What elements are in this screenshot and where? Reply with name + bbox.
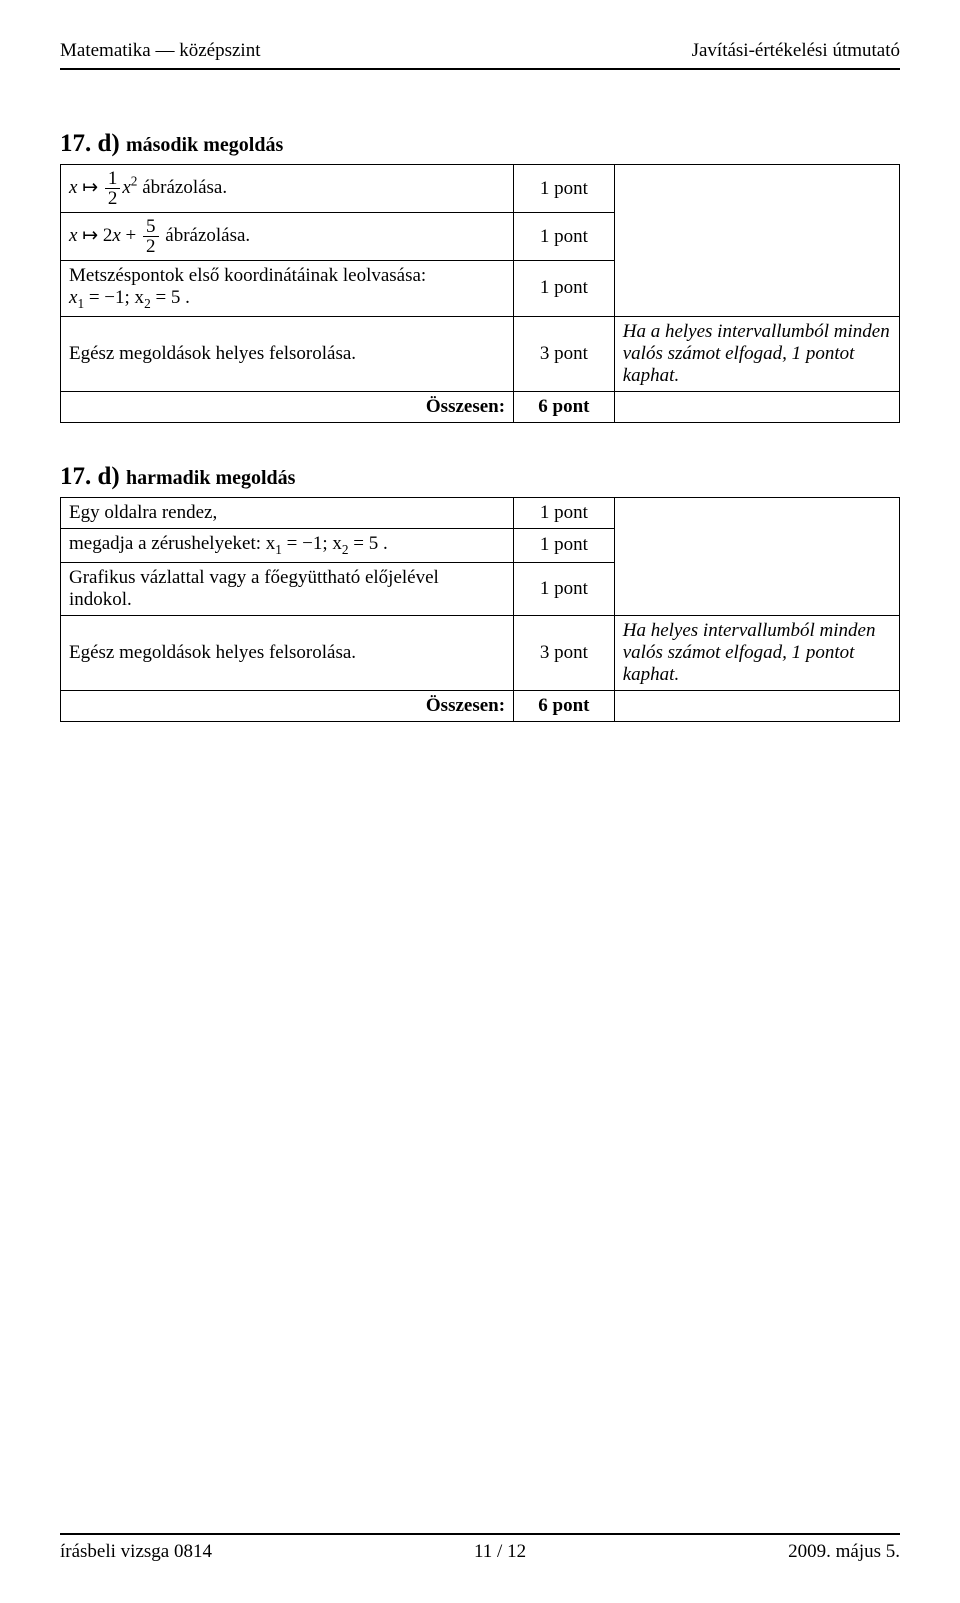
row4-note: Ha a helyes intervallumból minden valós …	[614, 316, 899, 391]
footer-center: 11 / 12	[474, 1541, 526, 1563]
footer-right: 2009. május 5.	[788, 1541, 900, 1563]
row1-desc: x ↦ 12x2 ábrázolása.	[61, 165, 514, 213]
rows1-3-note	[614, 165, 899, 317]
table-row: Egész megoldások helyes felsorolása. 3 p…	[61, 316, 900, 391]
s2-row1-pts: 1 pont	[514, 497, 615, 528]
table-row: x ↦ 12x2 ábrázolása. 1 pont	[61, 165, 900, 213]
total-label: Összesen:	[61, 391, 514, 422]
row1-suffix: ábrázolása.	[142, 177, 227, 198]
row2-suffix: ábrázolása.	[165, 225, 250, 246]
table-row: Egy oldalra rendez, 1 pont	[61, 497, 900, 528]
footer-rule	[60, 1533, 900, 1535]
math-expr: x1 = −1; x2 = 5 .	[69, 287, 190, 308]
row3-suf: = 5 .	[151, 287, 190, 308]
table-total-row: Összesen: 6 pont	[61, 690, 900, 721]
row3-mid: = −1; x	[84, 287, 144, 308]
row3-desc: Metszéspontok első koordinátáinak leolva…	[61, 261, 514, 317]
row4-pts: 3 pont	[514, 316, 615, 391]
total-pts: 6 pont	[514, 391, 615, 422]
page-header: Matematika — középszint Javítási-értékel…	[60, 40, 900, 62]
section2-number: 17. d)	[60, 463, 120, 490]
math-expr: x ↦ 12x2	[69, 177, 142, 198]
header-rule	[60, 68, 900, 70]
row2-pts: 1 pont	[514, 213, 615, 261]
row3-line1: Metszéspontok első koordinátáinak leolva…	[69, 265, 426, 286]
s2-row2-prefix: megadja a zérushelyeket: x	[69, 533, 275, 554]
s2-rows1-3-note	[614, 497, 899, 615]
page: Matematika — középszint Javítási-értékel…	[0, 0, 960, 1603]
table-total-row: Összesen: 6 pont	[61, 391, 900, 422]
table-row: Egész megoldások helyes felsorolása. 3 p…	[61, 615, 900, 690]
section1-title: 17. d) második megoldás	[60, 130, 900, 158]
section1-number: 17. d)	[60, 130, 120, 157]
s2-row4-pts: 3 pont	[514, 615, 615, 690]
s2-row1-desc: Egy oldalra rendez,	[61, 497, 514, 528]
header-left: Matematika — középszint	[60, 40, 261, 62]
section2-subtitle: harmadik megoldás	[126, 467, 295, 489]
s2-total-pts: 6 pont	[514, 690, 615, 721]
math-expr: x ↦ 2x + 52	[69, 225, 165, 246]
s2-row3-pts: 1 pont	[514, 562, 615, 615]
solution-table-1: x ↦ 12x2 ábrázolása. 1 pont x ↦ 2x + 52 …	[60, 164, 900, 423]
s2-row2-suffix: = 5 .	[349, 533, 388, 554]
row1-pts: 1 pont	[514, 165, 615, 213]
section1-subtitle: második megoldás	[126, 134, 283, 156]
header-right: Javítási-értékelési útmutató	[692, 40, 900, 62]
solution-table-2: Egy oldalra rendez, 1 pont megadja a zér…	[60, 497, 900, 722]
page-footer: írásbeli vizsga 0814 11 / 12 2009. május…	[60, 1533, 900, 1563]
row3-pts: 1 pont	[514, 261, 615, 317]
s2-row4-note: Ha helyes intervallumból minden valós sz…	[614, 615, 899, 690]
s2-total-note	[614, 690, 899, 721]
s2-row4-desc: Egész megoldások helyes felsorolása.	[61, 615, 514, 690]
total-note	[614, 391, 899, 422]
s2-row2-desc: megadja a zérushelyeket: x1 = −1; x2 = 5…	[61, 528, 514, 562]
section2-title: 17. d) harmadik megoldás	[60, 463, 900, 491]
s2-row2-mid: = −1; x	[282, 533, 342, 554]
row2-desc: x ↦ 2x + 52 ábrázolása.	[61, 213, 514, 261]
s2-row3-desc: Grafikus vázlattal vagy a főegyüttható e…	[61, 562, 514, 615]
footer-left: írásbeli vizsga 0814	[60, 1541, 212, 1563]
row4-desc: Egész megoldások helyes felsorolása.	[61, 316, 514, 391]
footer-row: írásbeli vizsga 0814 11 / 12 2009. május…	[60, 1541, 900, 1563]
s2-row2-pts: 1 pont	[514, 528, 615, 562]
s2-total-label: Összesen:	[61, 690, 514, 721]
